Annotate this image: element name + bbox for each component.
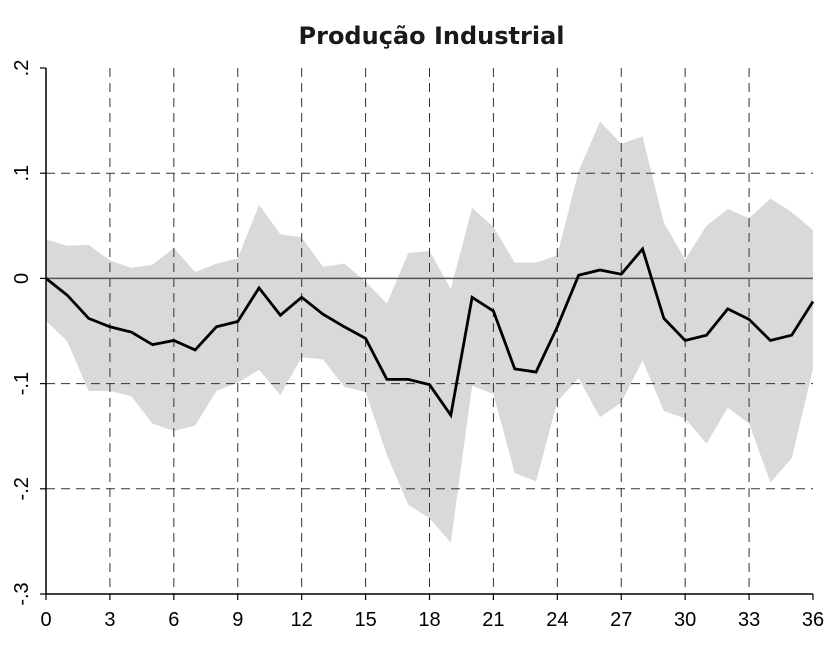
x-tick-label: 6 [168, 609, 179, 631]
x-tick-label: 9 [232, 609, 243, 631]
x-tick-label: 21 [482, 609, 504, 631]
x-tick-label: 12 [291, 609, 313, 631]
y-tick-label: 0 [11, 273, 33, 284]
x-tick-label: 27 [610, 609, 632, 631]
x-tick-label: 0 [40, 609, 51, 631]
y-tick-label: -.2 [11, 477, 33, 500]
x-tick-label: 24 [546, 609, 568, 631]
y-tick-label: .1 [11, 165, 33, 182]
x-tick-label: 36 [802, 609, 824, 631]
x-tick-label: 3 [104, 609, 115, 631]
axes-group [40, 67, 814, 600]
y-tick-label: .2 [11, 60, 33, 77]
impulse-response-group [45, 246, 815, 419]
y-tick-label: -.1 [11, 372, 33, 395]
y-tick-label: -.3 [11, 582, 33, 605]
x-tick-label: 33 [738, 609, 760, 631]
x-tick-label: 15 [354, 609, 376, 631]
tick-labels-group: 0 3 6 9 12 15 18 21 24 27 30 33 36-.3-.2-.10.1.2 [11, 60, 824, 631]
x-tick-label: 30 [674, 609, 696, 631]
impulse-response-line [45, 246, 815, 419]
x-tick-label: 18 [418, 609, 440, 631]
chart-title: Produção Industrial [298, 22, 565, 50]
gridlines-group [46, 68, 813, 594]
